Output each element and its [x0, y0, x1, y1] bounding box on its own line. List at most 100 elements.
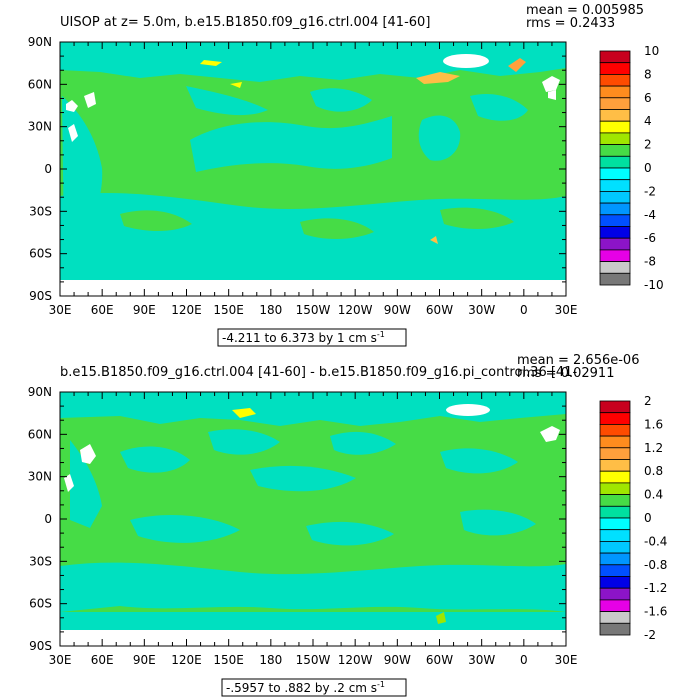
- y-tick-label: 90S: [29, 639, 52, 653]
- x-tick-label: 150W: [296, 303, 331, 317]
- panel-1-pacific-gyre: [310, 88, 372, 112]
- panel-1-mean: mean = 0.005985: [526, 3, 644, 18]
- panel-2-southern-band: [60, 562, 566, 612]
- x-tick-label: 120E: [171, 653, 202, 667]
- x-tick-label: 30E: [49, 653, 72, 667]
- colorbar-label: 2: [644, 394, 652, 408]
- panel-1-axes: 30E 60E 90E 120E 150E 180 150W 120W 90W 60W 30W 0 30…: [28, 35, 578, 317]
- colorbar-swatch: [599, 202, 631, 216]
- colorbar-swatch: [599, 109, 631, 122]
- y-tick-label: 90N: [28, 385, 52, 399]
- panel-2-patch-d: [330, 431, 396, 455]
- panel-1-land-mask: [84, 92, 96, 108]
- x-tick-label: 150E: [213, 303, 244, 317]
- panel-2-antarctic-band: [60, 612, 566, 630]
- panel-1-map: [60, 42, 566, 296]
- colorbar-swatch: [599, 214, 631, 227]
- panel-1-atlantic-gyre: [470, 93, 528, 121]
- x-tick-label: 60E: [91, 303, 114, 317]
- colorbar-label: -0.4: [644, 534, 667, 548]
- x-tick-label: 120W: [338, 303, 373, 317]
- panel-2-patch-e: [440, 448, 518, 474]
- colorbar-label: -2: [644, 628, 656, 642]
- colorbar-swatch: [599, 272, 631, 286]
- panel-2-mean: mean = 2.656e-06: [517, 353, 639, 368]
- panel-1-arctic-band: [60, 42, 566, 82]
- colorbar-swatch: [599, 541, 631, 554]
- colorbar-label: 6: [644, 91, 652, 105]
- y-tick-label: 60N: [28, 427, 52, 441]
- x-tick-label: 90W: [384, 653, 411, 667]
- x-tick-label: 120W: [338, 653, 373, 667]
- panel-2-land-mask: [80, 444, 96, 464]
- panel-1-southern-patch-c: [440, 207, 514, 229]
- colorbar-swatch: [599, 622, 631, 636]
- x-tick-label: 30E: [555, 653, 578, 667]
- colorbar-swatch: [599, 167, 631, 181]
- panel-2-patch-a: [120, 446, 190, 473]
- colorbar-label: 0: [644, 161, 652, 175]
- x-tick-label: 0: [520, 653, 528, 667]
- colorbar-swatch: [599, 470, 631, 484]
- colorbar-swatch: [599, 237, 631, 251]
- panel-2-land-mask: [540, 426, 560, 442]
- colorbar-label: 1.6: [644, 417, 663, 431]
- colorbar-swatch: [599, 120, 631, 134]
- panel-2-patch-b: [208, 429, 280, 455]
- colorbar-label: 0: [644, 511, 652, 525]
- colorbar-label: -8: [644, 255, 656, 269]
- colorbar-swatch: [599, 564, 631, 577]
- panel-1-antarctic-band: [60, 262, 566, 280]
- panel-1-positive-feature: [200, 60, 222, 66]
- colorbar-swatch: [599, 261, 631, 274]
- panel-1-positive-feature: [430, 236, 438, 244]
- colorbar-swatch: [599, 529, 631, 542]
- panel-2-patch-c: [250, 465, 356, 492]
- colorbar-label: 0.8: [644, 464, 663, 478]
- panel-2-colorbar: 2 1.6 1.2 0.8 0.4 0 -0.4 -0.8 -1.2 -1.6 -2: [599, 394, 667, 642]
- panel-1-southern-patch-a: [120, 210, 192, 231]
- panel-2-land-mask: [64, 474, 74, 492]
- x-tick-label: 150W: [296, 653, 331, 667]
- panel-2-positive-feature: [436, 612, 446, 624]
- panel-1-colorbar: 10 8 6 4 2 0 -2 -4 -6 -8 -10: [599, 44, 664, 292]
- colorbar-swatch: [599, 400, 631, 414]
- x-tick-label: 90W: [384, 303, 411, 317]
- colorbar-swatch: [599, 482, 631, 495]
- colorbar-swatch: [599, 155, 631, 169]
- colorbar-label: -0.8: [644, 558, 667, 572]
- panel-1-land-mask: [542, 76, 560, 92]
- colorbar-swatch: [599, 447, 631, 460]
- panel-2-contour-info: -.5957 to .882 by .2 cm s-1: [226, 680, 385, 695]
- colorbar-label: -4: [644, 208, 656, 222]
- y-tick-label: 90N: [28, 35, 52, 49]
- colorbar-swatch: [599, 74, 631, 87]
- panel-1-land-mask: [68, 124, 78, 142]
- y-tick-label: 0: [44, 512, 52, 526]
- colorbar-swatch: [599, 97, 631, 110]
- panel-1-land-mask: [66, 100, 78, 112]
- panel-2-patch-h: [460, 509, 536, 536]
- colorbar-swatch: [599, 423, 631, 437]
- colorbar-swatch: [599, 599, 631, 613]
- colorbar-label: -6: [644, 231, 656, 245]
- x-tick-label: 60W: [426, 303, 453, 317]
- x-tick-label: 90E: [133, 653, 156, 667]
- colorbar-swatch: [599, 50, 631, 64]
- colorbar-swatch: [599, 226, 631, 239]
- colorbar-swatch: [599, 412, 631, 425]
- x-tick-label: 60E: [91, 653, 114, 667]
- panel-1-equatorial-band: [190, 116, 392, 172]
- panel-2-arctic-band: [60, 392, 566, 426]
- panel-2-patch-f: [130, 515, 240, 543]
- panel-2: b.e15.B1850.f09_g16.ctrl.004 [41-60] - b…: [28, 353, 667, 697]
- y-tick-label: 30N: [28, 120, 52, 134]
- colorbar-swatch: [599, 459, 631, 472]
- panel-2-contour-info-box: [221, 678, 407, 697]
- panel-2-axes: 30E 60E 90E 120E 150E 180 150W 120W 90W 60W 30W 0 30…: [28, 385, 578, 667]
- colorbar-swatch: [599, 190, 631, 204]
- y-tick-label: 60S: [29, 597, 52, 611]
- colorbar-label: 1.2: [644, 441, 663, 455]
- panel-1-kuroshio-band: [186, 86, 268, 116]
